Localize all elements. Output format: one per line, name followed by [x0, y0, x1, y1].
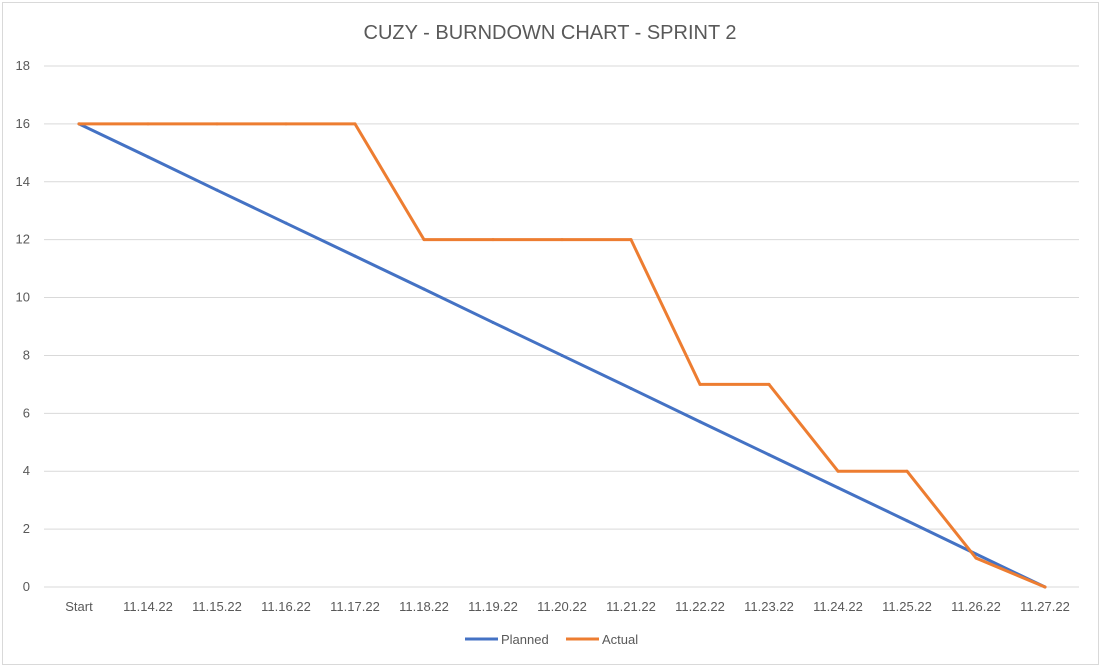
x-tick-label: 11.25.22: [882, 599, 932, 614]
gridlines: [44, 65, 1079, 588]
data-point-planned: [146, 155, 150, 159]
data-point-planned: [491, 320, 495, 324]
data-point-actual: [353, 122, 357, 126]
data-point-planned: [284, 221, 288, 225]
y-tick-label: 12: [16, 232, 30, 247]
x-tick-label: 11.16.22: [261, 599, 311, 614]
x-tick-label: 11.24.22: [813, 599, 863, 614]
data-point-planned: [905, 519, 909, 523]
y-tick-label: 16: [16, 116, 30, 131]
x-tick-label: 11.18.22: [399, 599, 449, 614]
data-point-actual: [422, 238, 426, 242]
data-point-actual: [1043, 585, 1047, 589]
x-tick-label: 11.26.22: [951, 599, 1001, 614]
x-tick-label: 11.22.22: [675, 599, 725, 614]
data-point-planned: [767, 453, 771, 457]
y-tick-label: 18: [16, 58, 30, 73]
x-tick-label: 11.14.22: [123, 599, 173, 614]
x-tick-label: 11.20.22: [537, 599, 587, 614]
x-tick-label: 11.21.22: [606, 599, 656, 614]
data-point-actual: [284, 122, 288, 126]
data-point-actual: [974, 556, 978, 560]
data-point-actual: [146, 122, 150, 126]
y-tick-label: 2: [23, 521, 30, 536]
data-point-planned: [836, 486, 840, 490]
x-tick-label: 11.27.22: [1020, 599, 1070, 614]
series-lines: [77, 122, 1047, 589]
data-point-planned: [215, 188, 219, 192]
y-tick-label: 10: [16, 290, 30, 305]
y-axis-ticks: 0 2 4 6 8 10 12 14 16 18: [16, 58, 30, 594]
data-point-planned: [698, 420, 702, 424]
y-tick-label: 8: [23, 347, 30, 362]
legend-label-planned: Planned: [501, 632, 549, 647]
data-point-actual: [491, 238, 495, 242]
data-point-actual: [215, 122, 219, 126]
data-point-planned: [560, 353, 564, 357]
data-point-actual: [77, 122, 81, 126]
data-point-planned: [629, 386, 633, 390]
data-point-actual: [698, 382, 702, 386]
x-tick-label: 11.23.22: [744, 599, 794, 614]
x-tick-label: 11.15.22: [192, 599, 242, 614]
y-tick-label: 6: [23, 405, 30, 420]
y-tick-label: 14: [16, 174, 30, 189]
data-point-actual: [629, 238, 633, 242]
x-tick-label: 11.19.22: [468, 599, 518, 614]
data-point-actual: [836, 469, 840, 473]
data-point-actual: [560, 238, 564, 242]
x-tick-label: 11.17.22: [330, 599, 380, 614]
x-tick-label: Start: [65, 599, 93, 614]
y-tick-label: 4: [23, 463, 30, 478]
chart-title: CUZY - BURNDOWN CHART - SPRINT 2: [364, 22, 737, 44]
legend-label-actual: Actual: [602, 632, 638, 647]
data-point-actual: [767, 382, 771, 386]
x-axis-ticks: Start 11.14.22 11.15.22 11.16.22 11.17.22 11.…: [65, 599, 1070, 614]
legend: Planned Actual: [465, 632, 638, 647]
data-point-actual: [905, 469, 909, 473]
y-tick-label: 0: [23, 579, 30, 594]
data-point-planned: [353, 254, 357, 258]
data-point-planned: [422, 287, 426, 291]
